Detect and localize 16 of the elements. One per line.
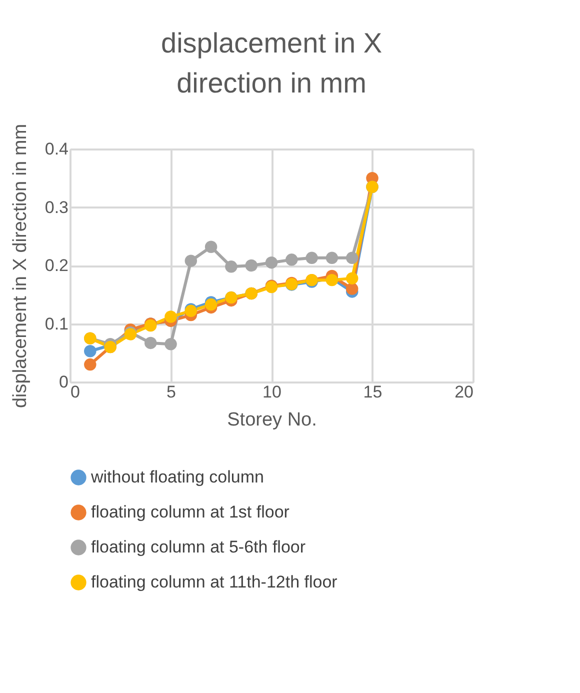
legend-label: floating column at 5-6th floor: [91, 538, 306, 556]
y-tick-label: 0.2: [44, 256, 68, 275]
x-axis-title: Storey No.: [227, 410, 317, 430]
x-tick-label: 5: [166, 382, 176, 402]
y-axis-title: displacement in X direction in mm: [10, 124, 31, 408]
legend-label: without floating column: [90, 468, 264, 486]
legend-label: floating column at 11th-12th floor: [91, 572, 338, 592]
y-tick-label: 0.3: [44, 198, 68, 217]
y-tick-label: 0.4: [44, 140, 68, 158]
legend-label: floating column at 1st floor: [91, 502, 290, 522]
x-tick-label: 20: [454, 382, 474, 402]
y-tick-label: 0.1: [44, 314, 68, 334]
x-tick-label: 10: [262, 382, 282, 402]
x-tick-label: 0: [70, 382, 80, 402]
chart-title: displacement in X direction in mm: [160, 27, 382, 98]
x-tick-label: 15: [363, 382, 382, 402]
